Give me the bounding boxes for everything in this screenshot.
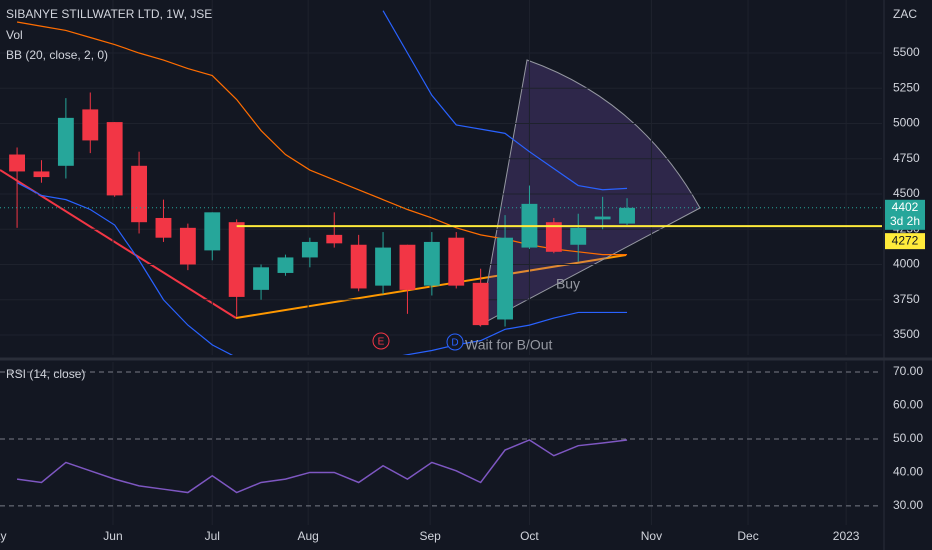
unit-label: ZAC: [893, 7, 917, 21]
candle-body: [375, 247, 391, 286]
last-price-box: [885, 199, 925, 230]
annotation: Wait for B/Out: [465, 337, 553, 353]
candle-body: [131, 165, 147, 223]
y-tick-label: 5250: [893, 80, 920, 94]
x-tick-label: Oct: [520, 529, 539, 543]
annotation: Buy: [556, 276, 580, 292]
candle-body: [497, 237, 513, 320]
x-tick-label: Sep: [419, 529, 441, 543]
candle-body: [204, 212, 221, 251]
candle-body: [423, 241, 440, 286]
y-tick-label: 60.00: [893, 398, 923, 412]
candle-body: [106, 122, 123, 196]
x-tick-label: May: [0, 529, 6, 543]
y-tick-label: 4750: [893, 151, 920, 165]
x-tick-label: Jun: [103, 529, 122, 543]
candle-body: [594, 216, 611, 220]
y-tick-label: 5500: [893, 45, 920, 59]
x-tick-label: Nov: [641, 529, 662, 543]
x-tick-label: Jul: [205, 529, 220, 543]
candle-body: [326, 234, 343, 244]
trend-line: [235, 254, 627, 319]
x-tick-label: Aug: [297, 529, 318, 543]
candle-body: [33, 171, 50, 178]
rsi-line: [16, 439, 628, 494]
marker-label: D: [451, 338, 458, 349]
candle-body: [472, 282, 489, 326]
level-label: 4272: [892, 233, 919, 247]
x-tick-label: 2023: [833, 529, 860, 543]
y-tick-label: 30.00: [893, 498, 923, 512]
last-price-label: 4402: [892, 200, 919, 214]
rsi-pane: [0, 362, 882, 525]
y-tick-label: 40.00: [893, 465, 923, 479]
candle-body: [179, 227, 196, 265]
y-tick-label: 70.00: [893, 364, 923, 378]
candle-body: [82, 109, 99, 141]
y-tick-label: 5000: [893, 116, 920, 130]
rsi-title: RSI (14, close): [6, 367, 85, 381]
dividend-marker[interactable]: [446, 333, 464, 351]
bb-lower: [16, 182, 628, 355]
chart-title: SIBANYE STILLWATER LTD, 1W, JSE: [6, 7, 212, 21]
candle-body: [277, 257, 294, 273]
marker-label: E: [378, 337, 385, 348]
candle-body: [228, 222, 245, 297]
main-pane: [0, 0, 882, 355]
y-tick-label: 3500: [893, 327, 920, 341]
countdown-label: 3d 2h: [890, 214, 920, 228]
y-tick-label: 4000: [893, 257, 920, 271]
candle-body: [619, 207, 635, 224]
legend-entry: Vol: [6, 28, 23, 42]
candle-body: [253, 267, 269, 290]
fan-drawing: [479, 59, 701, 326]
candle-body: [9, 154, 26, 172]
y-tick-label: 4500: [893, 186, 920, 200]
candle-body: [57, 117, 74, 166]
earnings-marker[interactable]: [372, 332, 390, 350]
y-tick-label: 50.00: [893, 431, 923, 445]
y-tick-label: 3750: [893, 292, 920, 306]
candle-body: [399, 244, 416, 290]
bb-upper: [382, 10, 628, 191]
candle-body: [155, 217, 172, 238]
legend-entry: BB (20, close, 2, 0): [6, 48, 108, 62]
candle-body: [545, 222, 562, 252]
labels: SIBANYE STILLWATER LTD, 1W, JSE Vol BB (…: [0, 7, 925, 543]
x-tick-label: Dec: [737, 529, 758, 543]
candle-body: [350, 244, 367, 289]
level-label-box: [885, 233, 925, 250]
candle-body: [570, 227, 587, 245]
candle-body: [448, 237, 465, 286]
candle-body: [301, 241, 318, 258]
